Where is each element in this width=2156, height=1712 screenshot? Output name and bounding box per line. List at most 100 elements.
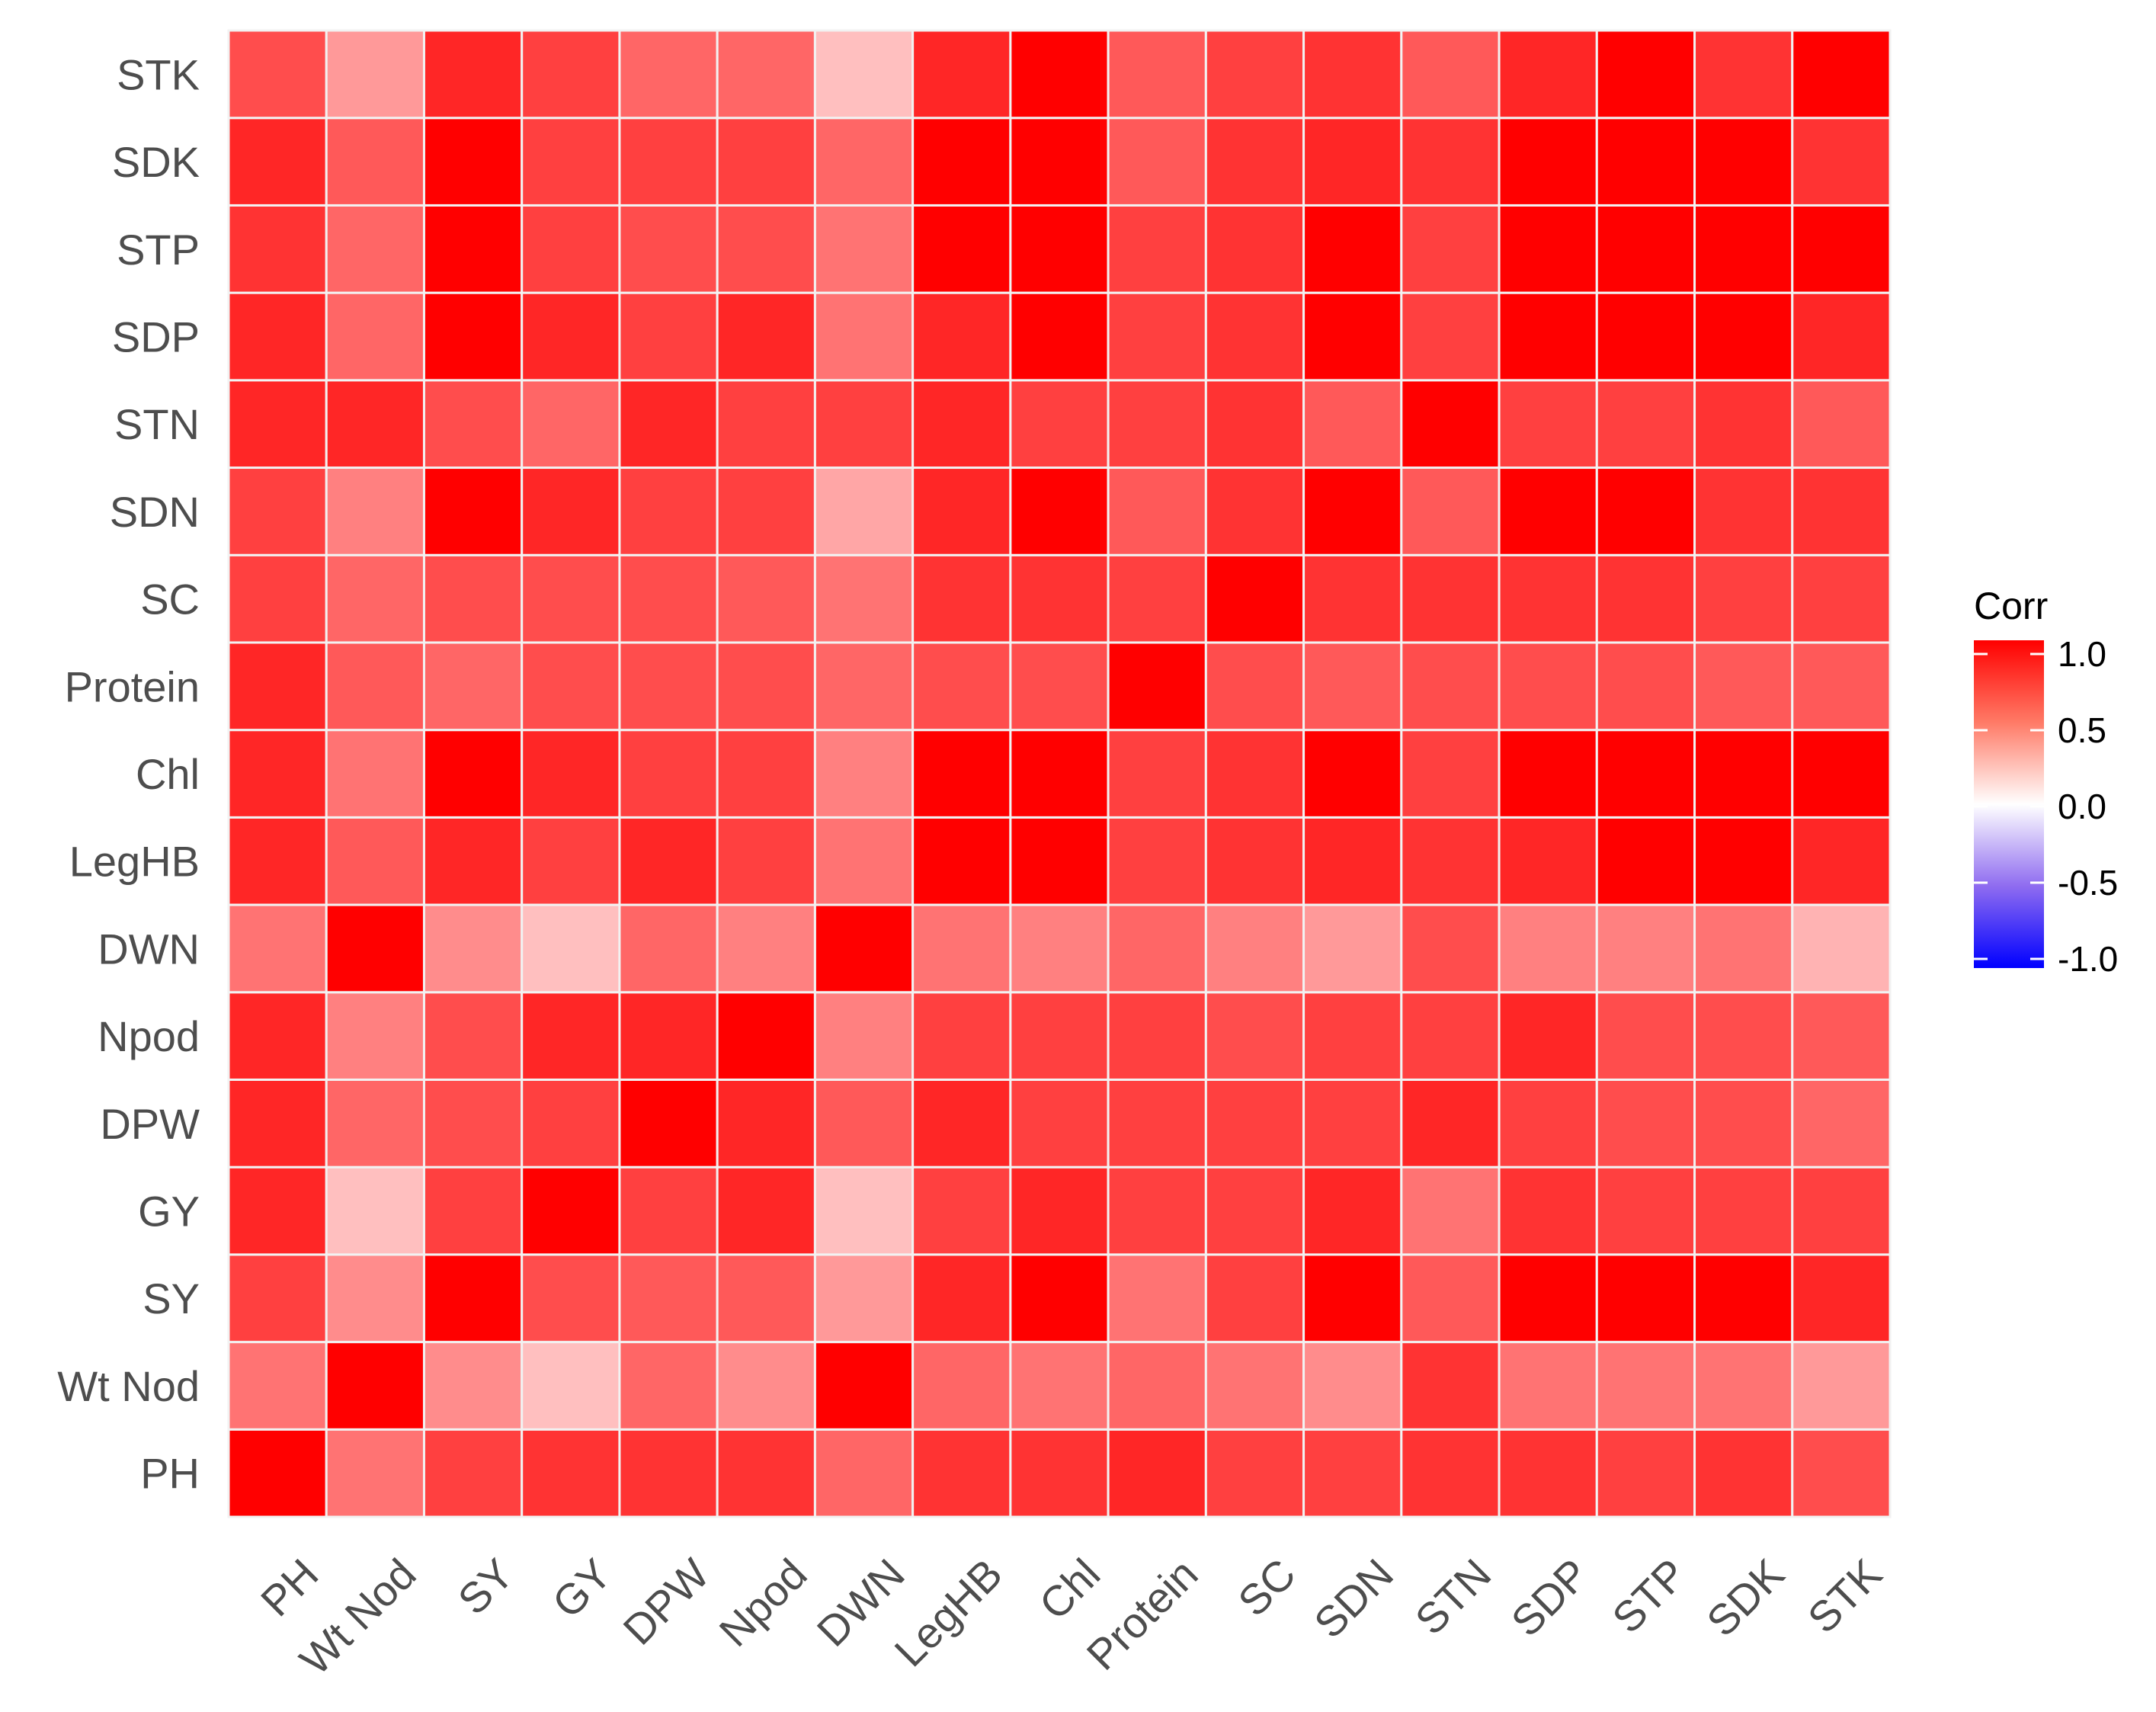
heatmap-cell-sdp-sdn — [1302, 291, 1403, 382]
heatmap-cell-ph-wt-nod — [325, 1428, 425, 1518]
heatmap-cell-leghb-leghb — [911, 816, 1012, 906]
heatmap-cell-sdp-dpw — [618, 291, 719, 382]
heatmap-cell-chl-gy — [521, 729, 621, 819]
heatmap-cell-sc-sdp — [1498, 553, 1598, 644]
heatmap-cell-sdk-chl — [1009, 117, 1110, 207]
heatmap-cell-protein-sc — [1204, 641, 1305, 732]
heatmap-cell-protein-sdk — [1693, 641, 1794, 732]
heatmap-cell-stp-wt-nod — [325, 204, 425, 294]
heatmap-cell-wt-nod-chl — [1009, 1341, 1110, 1431]
heatmap-cell-sdk-dpw — [618, 117, 719, 207]
heatmap-cell-npod-stn — [1400, 991, 1501, 1081]
heatmap-cell-leghb-protein — [1107, 816, 1207, 906]
heatmap-cell-sdp-sy — [422, 291, 524, 382]
heatmap-cell-chl-stp — [1595, 729, 1696, 819]
heatmap-cell-dpw-sdk — [1693, 1078, 1794, 1169]
heatmap-cell-dwn-sy — [422, 903, 524, 994]
heatmap-cell-dpw-dwn — [813, 1078, 915, 1169]
heatmap-cell-stk-dpw — [618, 29, 719, 120]
legend-tick-label: 0.5 — [2058, 710, 2106, 750]
heatmap-cell-dwn-stk — [1791, 903, 1892, 994]
heatmap-cell-npod-sy — [422, 991, 524, 1081]
y-tick-label: SDN — [110, 488, 200, 536]
heatmap-cell-dpw-gy — [521, 1078, 621, 1169]
heatmap-cell-protein-sdn — [1302, 641, 1403, 732]
heatmap-cell-gy-npod — [716, 1165, 816, 1256]
heatmap-cell-dpw-stp — [1595, 1078, 1696, 1169]
heatmap-cell-protein-chl — [1009, 641, 1110, 732]
x-tick-label: Protein — [1078, 1550, 1207, 1679]
heatmap-cell-sc-stn — [1400, 553, 1501, 644]
heatmap-cell-leghb-stn — [1400, 816, 1501, 906]
legend-tick-label: 0.0 — [2058, 787, 2106, 826]
heatmap-cell-npod-sc — [1204, 991, 1305, 1081]
heatmap-cell-sdp-gy — [521, 291, 621, 382]
heatmap-cell-sdp-protein — [1107, 291, 1207, 382]
heatmap-cell-sdn-dwn — [813, 466, 915, 556]
heatmap-cell-dwn-gy — [521, 903, 621, 994]
heatmap-cell-gy-sdn — [1302, 1165, 1403, 1256]
heatmap-cell-gy-stp — [1595, 1165, 1696, 1256]
heatmap-cell-sdk-sdp — [1498, 117, 1598, 207]
heatmap-cell-stp-dwn — [813, 204, 915, 294]
heatmap-cell-sdp-leghb — [911, 291, 1012, 382]
heatmap-cell-leghb-sy — [422, 816, 524, 906]
heatmap-cell-sy-sc — [1204, 1253, 1305, 1344]
heatmap-cell-protein-leghb — [911, 641, 1012, 732]
y-tick-label: GY — [138, 1188, 200, 1236]
heatmap-cell-gy-chl — [1009, 1165, 1110, 1256]
heatmap-cell-ph-sdp — [1498, 1428, 1598, 1518]
heatmap-cell-gy-protein — [1107, 1165, 1207, 1256]
heatmap-cell-dpw-sy — [422, 1078, 524, 1169]
heatmap-cell-sdk-sdk — [1693, 117, 1794, 207]
heatmap-cell-sc-sc — [1204, 553, 1305, 644]
heatmap-cell-wt-nod-npod — [716, 1341, 816, 1431]
heatmap-cell-chl-sdn — [1302, 729, 1403, 819]
heatmap-cell-stk-stn — [1400, 29, 1501, 120]
heatmap-cell-stk-leghb — [911, 29, 1012, 120]
heatmap-cell-npod-dwn — [813, 991, 915, 1081]
x-tick-label: SDK — [1697, 1550, 1793, 1646]
heatmap-cell-npod-sdn — [1302, 991, 1403, 1081]
heatmap-cell-dwn-stp — [1595, 903, 1696, 994]
heatmap-cell-chl-sy — [422, 729, 524, 819]
heatmap-cell-ph-stk — [1791, 1428, 1892, 1518]
heatmap-cell-sc-stp — [1595, 553, 1696, 644]
heatmap-cell-stn-stp — [1595, 379, 1696, 470]
heatmap-cell-sdp-chl — [1009, 291, 1110, 382]
heatmap-cell-sdk-leghb — [911, 117, 1012, 207]
heatmap-cell-gy-stn — [1400, 1165, 1501, 1256]
x-tick-label: Chl — [1030, 1550, 1109, 1629]
heatmap-cell-sy-protein — [1107, 1253, 1207, 1344]
heatmap-cell-dpw-protein — [1107, 1078, 1207, 1169]
heatmap-cell-stp-sdn — [1302, 204, 1403, 294]
heatmap-cell-dpw-sdn — [1302, 1078, 1403, 1169]
heatmap-cell-stn-sc — [1204, 379, 1305, 470]
heatmap-cell-ph-sdk — [1693, 1428, 1794, 1518]
heatmap-cell-stp-sdk — [1693, 204, 1794, 294]
legend-tick-labels: 1.0 0.5 0.0 -0.5 -1.0 — [1974, 634, 2118, 979]
heatmap-cell-sdn-dpw — [618, 466, 719, 556]
heatmap-cell-gy-ph — [227, 1165, 328, 1256]
heatmap-cell-dpw-stk — [1791, 1078, 1892, 1169]
heatmap-cell-chl-wt-nod — [325, 729, 425, 819]
heatmap-cell-ph-gy — [521, 1428, 621, 1518]
heatmap-cell-leghb-wt-nod — [325, 816, 425, 906]
heatmap-cell-stn-gy — [521, 379, 621, 470]
heatmap-cell-leghb-chl — [1009, 816, 1110, 906]
heatmap-cell-wt-nod-sc — [1204, 1341, 1305, 1431]
heatmap-cell-sy-dwn — [813, 1253, 915, 1344]
heatmap-cell-stk-stp — [1595, 29, 1696, 120]
heatmap-cell-leghb-sc — [1204, 816, 1305, 906]
heatmap-cell-wt-nod-stp — [1595, 1341, 1696, 1431]
heatmap-cell-ph-stp — [1595, 1428, 1696, 1518]
heatmap-cell-npod-ph — [227, 991, 328, 1081]
heatmap-cell-stp-ph — [227, 204, 328, 294]
heatmap-cell-protein-dpw — [618, 641, 719, 732]
y-axis-tick-labels: PH Wt Nod SY GY DPW Npod DWN LegHB Chl Protein SC S… — [57, 50, 200, 1497]
legend-title: Corr — [1974, 585, 2048, 627]
heatmap-cell-stp-stn — [1400, 204, 1501, 294]
heatmap-cell-leghb-sdp — [1498, 816, 1598, 906]
heatmap-cell-stk-npod — [716, 29, 816, 120]
heatmap-cell-npod-gy — [521, 991, 621, 1081]
